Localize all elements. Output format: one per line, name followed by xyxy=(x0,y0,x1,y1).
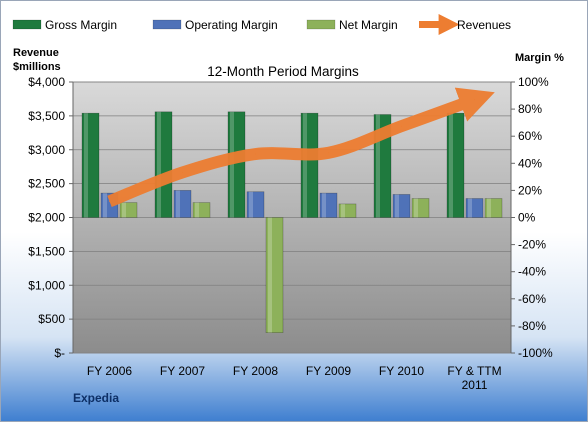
right-tick-label: 20% xyxy=(518,183,542,197)
gross-margin-bar-highlight xyxy=(449,113,453,218)
revenues-legend-label: Revenues xyxy=(457,18,511,32)
net-margin-bar xyxy=(192,202,211,218)
gross-margin-bar-highlight xyxy=(376,114,380,218)
right-tick-label: 100% xyxy=(518,75,549,89)
right-tick-label: -100% xyxy=(518,346,553,360)
left-axis-label-line1: Revenue xyxy=(13,47,59,59)
revenues-point xyxy=(474,99,475,101)
operating-margin-bar xyxy=(465,198,484,218)
right-tick-label: -20% xyxy=(518,238,546,252)
revenues-point xyxy=(109,200,110,202)
company-name: Expedia xyxy=(73,391,119,405)
x-tick-label: FY & TTM 2011 xyxy=(447,364,501,392)
operating-margin-bar-highlight xyxy=(468,198,472,218)
right-tick-label: 0% xyxy=(518,211,536,225)
x-tick-label: FY 2008 xyxy=(233,364,278,378)
revenues-point xyxy=(255,153,256,155)
net-margin-bar xyxy=(484,198,503,218)
gross-margin-bar-highlight xyxy=(84,113,88,218)
left-tick-label: $500 xyxy=(38,312,65,326)
net-margin-bar xyxy=(338,203,357,218)
gross-margin-legend-swatch xyxy=(12,19,42,30)
operating-margin-bar-highlight xyxy=(249,191,253,218)
x-tick-label: FY 2009 xyxy=(306,364,351,378)
x-tick-label: FY 2007 xyxy=(160,364,205,378)
left-tick-label: $4,000 xyxy=(28,75,65,89)
gross-margin-bar-highlight xyxy=(157,111,161,218)
gross-margin-bar-highlight xyxy=(230,111,234,218)
operating-margin-legend-swatch xyxy=(152,19,182,30)
net-margin-bar-highlight xyxy=(341,203,345,218)
right-tick-label: 60% xyxy=(518,129,542,143)
net-margin-bar-highlight xyxy=(122,202,126,218)
net-margin-bar xyxy=(265,217,284,333)
net-margin-legend-swatch xyxy=(306,19,336,30)
left-tick-label: $3,500 xyxy=(28,109,65,123)
operating-margin-bar-highlight xyxy=(322,193,326,218)
operating-margin-bar-highlight xyxy=(176,190,180,218)
right-axis: -100% -80% -60% -40% -20% 0% 20% 40% 60% 80% 100% xyxy=(510,75,553,360)
left-tick-label: $1,000 xyxy=(28,278,65,292)
right-tick-label: -40% xyxy=(518,265,546,279)
net-margin-legend-label: Net Margin xyxy=(339,18,398,32)
right-tick-label: -80% xyxy=(518,319,546,333)
left-tick-label: $2,500 xyxy=(28,177,65,191)
right-tick-label: 40% xyxy=(518,156,542,170)
net-margin-bar xyxy=(119,202,138,218)
left-tick-label: $- xyxy=(54,346,65,360)
net-margin-bar xyxy=(411,198,430,218)
right-tick-label: 80% xyxy=(518,102,542,116)
left-tick-label: $2,000 xyxy=(28,211,65,225)
operating-margin-bar xyxy=(319,192,338,218)
left-tick-label: $3,000 xyxy=(28,143,65,157)
right-tick-label: -60% xyxy=(518,292,546,306)
operating-margin-bar-highlight xyxy=(395,194,399,218)
gross-margin-bar-highlight xyxy=(303,113,307,218)
revenues-line-path xyxy=(107,87,495,207)
gridlines xyxy=(73,81,511,354)
right-axis-label: Margin % xyxy=(515,52,564,64)
bar-series xyxy=(81,111,503,333)
revenues-point xyxy=(182,171,183,173)
operating-margin-legend-label: Operating Margin xyxy=(185,18,278,32)
net-margin-bar-highlight xyxy=(268,217,272,333)
operating-margin-bar-highlight xyxy=(103,193,107,218)
gross-margin-bar xyxy=(300,112,319,218)
operating-margin-bar xyxy=(173,190,192,218)
gross-margin-bar xyxy=(154,111,173,218)
net-margin-bar-highlight xyxy=(414,198,418,218)
left-axis-label-line2: $millions xyxy=(13,61,61,73)
left-tick-label: $1,500 xyxy=(28,244,65,258)
left-axis: $- $500 $1,000 $1,500 $2,000 $2,500 $3,000 $3,5… xyxy=(28,75,74,360)
chart-title: 12-Month Period Margins xyxy=(207,64,359,79)
revenues-point xyxy=(328,152,329,154)
x-tick-label: FY 2010 xyxy=(379,364,424,378)
revenues-point xyxy=(401,125,402,127)
revenue-line xyxy=(107,87,495,207)
operating-margin-bar xyxy=(246,191,265,218)
gross-margin-bar xyxy=(81,112,100,218)
legend: Gross Margin Operating Margin Net Margin Re… xyxy=(12,14,511,35)
net-margin-bar-highlight xyxy=(487,198,491,218)
net-margin-bar-highlight xyxy=(195,202,199,218)
operating-margin-bar xyxy=(392,194,411,218)
x-axis: FY 2006 FY 2007 FY 2008 FY 2009 FY 2010 FY & … xyxy=(87,364,502,392)
gross-margin-legend-label: Gross Margin xyxy=(45,18,117,32)
x-tick-label: FY 2006 xyxy=(87,364,132,378)
